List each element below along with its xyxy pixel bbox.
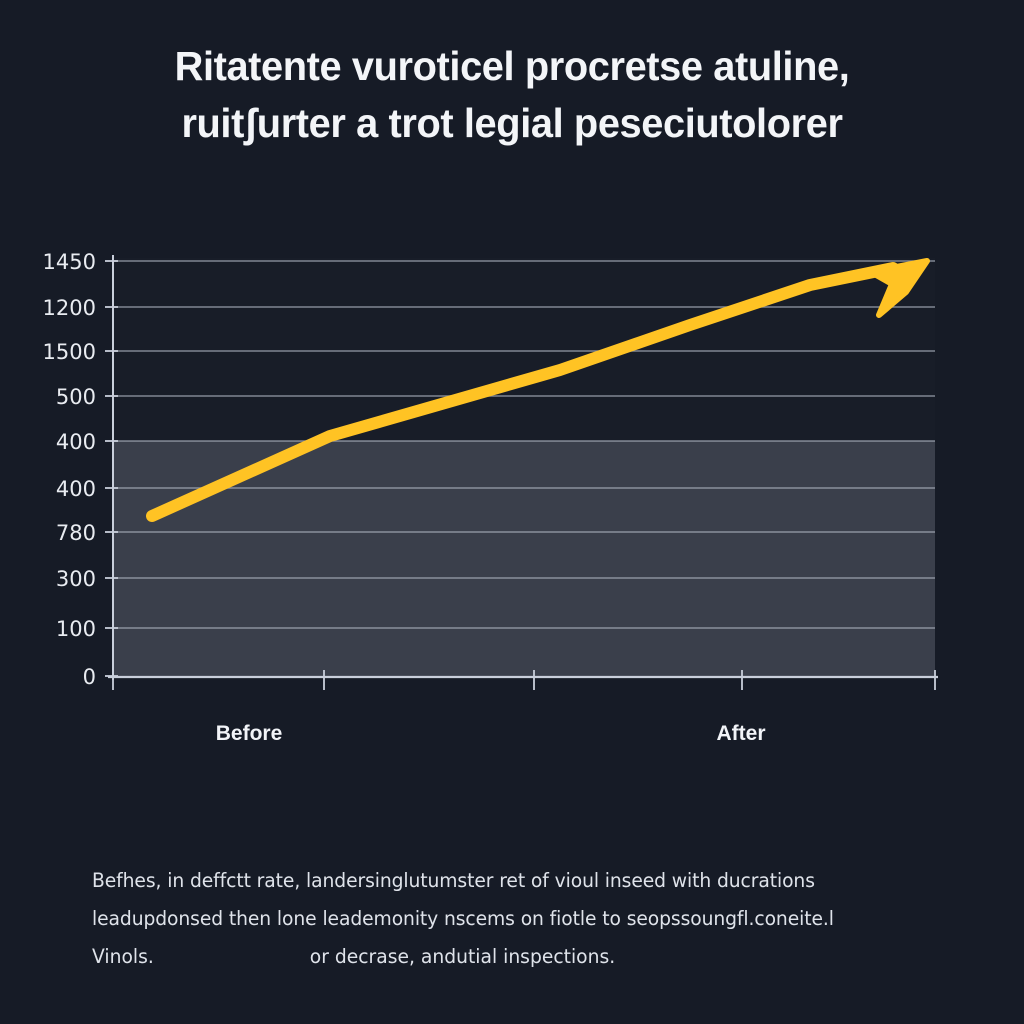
y-tick-label-7: 300 — [56, 567, 96, 591]
caption-line-2: leadupdonsed then lone leademonity nscem… — [92, 907, 834, 930]
plot-upper-band — [113, 258, 935, 441]
y-tick-label-5: 400 — [56, 477, 96, 501]
series-line-trend — [146, 262, 899, 522]
y-tick-label-1: 1200 — [43, 296, 96, 320]
plot-lower-band — [113, 441, 935, 677]
y-tick-label-6: 780 — [56, 521, 96, 545]
y-tick-marks — [105, 260, 118, 677]
y-tick-label-4: 400 — [56, 430, 96, 454]
x-tick-label-before: Before — [216, 722, 283, 745]
caption-line-3-part-a: Vinols. — [92, 945, 154, 968]
page-title: Ritatente vuroticel procretse atuline, r… — [0, 38, 1024, 152]
caption-line-1: Befhes, in deffctt rate, landersinglutum… — [92, 869, 815, 892]
caption-line-3: Vinols. or decrase, andutial inspections… — [92, 938, 898, 976]
x-tick-marks — [112, 670, 936, 690]
y-tick-label-8: 100 — [56, 617, 96, 641]
y-tick-label-9: 0 — [83, 665, 96, 689]
x-tick-label-after: After — [716, 722, 765, 745]
y-tick-label-2: 1500 — [43, 340, 96, 364]
y-tick-label-3: 500 — [56, 385, 96, 409]
title-line-2: ruitʃurter a trot legial peseciutolorer — [181, 100, 843, 146]
trend-arrowhead-icon — [868, 258, 930, 318]
y-tick-label-0: 1450 — [43, 250, 96, 274]
title-line-1: Ritatente vuroticel procretse atuline, — [174, 43, 850, 89]
caption-line-3-part-b: or decrase, andutial inspections. — [309, 945, 616, 968]
caption: Befhes, in deffctt rate, landersinglutum… — [0, 862, 1024, 976]
gridlines-horizontal — [113, 260, 935, 629]
